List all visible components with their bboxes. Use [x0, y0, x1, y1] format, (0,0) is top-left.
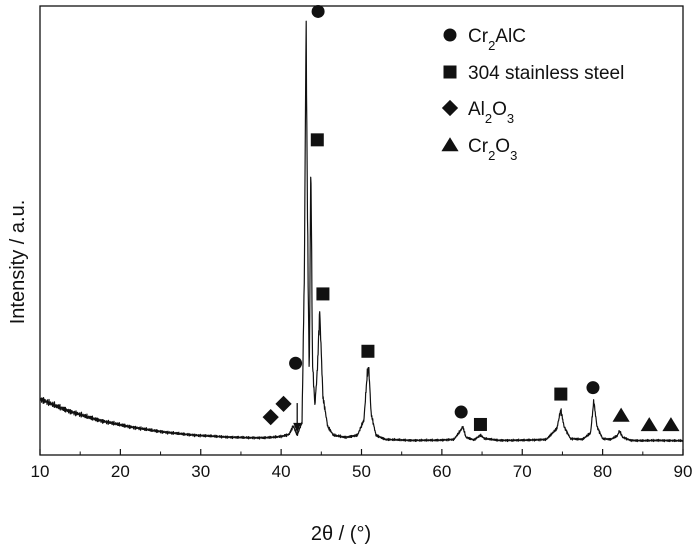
- peak-marker-circle: [454, 405, 468, 419]
- peak-marker-diamond: [262, 409, 279, 426]
- plot-area: [39, 20, 684, 443]
- peak-marker-triangle: [662, 417, 680, 432]
- x-tick-label: 30: [191, 462, 210, 481]
- legend-symbol-circle: [443, 28, 457, 42]
- legend-symbol-triangle: [441, 137, 459, 152]
- peak-markers: [262, 4, 680, 432]
- x-tick-label: 20: [111, 462, 130, 481]
- x-tick-label: 90: [674, 462, 693, 481]
- x-axis-label: 2θ / (°): [311, 523, 371, 545]
- legend-label: Al2O3: [468, 99, 514, 126]
- peak-marker-triangle: [612, 407, 630, 422]
- legend-label: 304 stainless steel: [468, 63, 624, 84]
- legend-item: Cr2AlC: [443, 26, 526, 53]
- x-tick-label: 10: [31, 462, 50, 481]
- peak-marker-triangle: [640, 417, 658, 432]
- legend-symbol-diamond: [441, 99, 459, 117]
- peak-marker-square: [554, 387, 568, 401]
- peak-marker-square: [473, 417, 487, 431]
- xrd-trace-line: [39, 20, 684, 443]
- arrow-annotation-head: [293, 422, 302, 433]
- legend-symbol-square: [443, 65, 457, 79]
- x-tick-label: 70: [513, 462, 532, 481]
- legend-item: Cr2O3: [441, 136, 517, 163]
- x-ticks: 10 20 30 40 50 60 70 80 90: [31, 449, 693, 481]
- legend-item: Al2O3: [441, 99, 514, 126]
- peak-marker-square: [361, 344, 375, 358]
- peak-marker-diamond: [275, 395, 292, 413]
- peak-marker-square: [310, 133, 324, 147]
- legend-item: 304 stainless steel: [443, 63, 624, 84]
- peak-marker-square: [316, 287, 330, 301]
- y-axis-label: Intensity / a.u.: [7, 200, 29, 325]
- x-tick-label: 80: [593, 462, 612, 481]
- peak-marker-circle: [289, 356, 303, 370]
- peak-marker-circle: [586, 381, 600, 395]
- legend: Cr2AlC 304 stainless steel Al2O3 Cr2O3: [441, 26, 624, 163]
- peak-marker-circle: [311, 4, 325, 18]
- x-tick-label: 40: [272, 462, 291, 481]
- legend-label: Cr2O3: [468, 136, 517, 163]
- x-tick-label: 60: [432, 462, 451, 481]
- x-tick-label: 50: [352, 462, 371, 481]
- legend-label: Cr2AlC: [468, 26, 526, 53]
